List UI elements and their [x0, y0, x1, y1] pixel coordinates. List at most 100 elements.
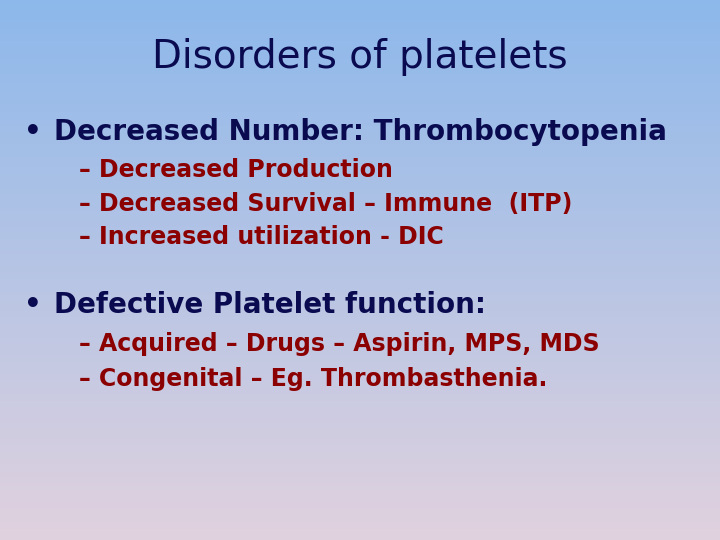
Bar	[0, 4, 720, 5]
Bar	[0, 162, 720, 164]
Bar	[0, 146, 720, 147]
Bar	[0, 34, 720, 36]
Bar	[0, 387, 720, 389]
Bar	[0, 43, 720, 45]
Bar	[0, 241, 720, 243]
Bar	[0, 104, 720, 106]
Bar	[0, 263, 720, 265]
Bar	[0, 92, 720, 93]
Bar	[0, 209, 720, 211]
Bar	[0, 270, 720, 272]
Bar	[0, 139, 720, 140]
Bar	[0, 535, 720, 536]
Bar	[0, 448, 720, 450]
Bar	[0, 376, 720, 378]
Bar	[0, 135, 720, 137]
Bar	[0, 29, 720, 31]
Bar	[0, 326, 720, 328]
Bar	[0, 524, 720, 525]
Text: – Increased utilization - DIC: – Increased utilization - DIC	[79, 225, 444, 249]
Bar	[0, 454, 720, 455]
Bar	[0, 83, 720, 85]
Bar	[0, 437, 720, 439]
Bar	[0, 331, 720, 333]
Bar	[0, 32, 720, 34]
Bar	[0, 164, 720, 166]
Bar	[0, 329, 720, 331]
Bar	[0, 486, 720, 488]
Bar	[0, 99, 720, 101]
Bar	[0, 54, 720, 56]
Bar	[0, 366, 720, 367]
Bar	[0, 339, 720, 340]
Bar	[0, 76, 720, 77]
Bar	[0, 412, 720, 414]
Bar	[0, 380, 720, 382]
Bar	[0, 400, 720, 401]
Bar	[0, 443, 720, 444]
Bar	[0, 2, 720, 4]
Bar	[0, 131, 720, 133]
Bar	[0, 417, 720, 420]
Bar	[0, 538, 720, 540]
Bar	[0, 520, 720, 522]
Bar	[0, 410, 720, 412]
Bar	[0, 227, 720, 228]
Bar	[0, 533, 720, 535]
Bar	[0, 66, 720, 69]
Bar	[0, 234, 720, 236]
Bar	[0, 385, 720, 387]
Bar	[0, 137, 720, 139]
Bar	[0, 151, 720, 153]
Bar	[0, 529, 720, 531]
Bar	[0, 378, 720, 380]
Text: •: •	[24, 291, 41, 319]
Bar	[0, 383, 720, 385]
Bar	[0, 201, 720, 204]
Bar	[0, 414, 720, 416]
Bar	[0, 444, 720, 447]
Bar	[0, 211, 720, 212]
Bar	[0, 292, 720, 293]
Bar	[0, 236, 720, 238]
Bar	[0, 299, 720, 301]
Bar	[0, 394, 720, 396]
Bar	[0, 525, 720, 528]
Bar	[0, 495, 720, 497]
Bar	[0, 250, 720, 252]
Bar	[0, 200, 720, 201]
Bar	[0, 518, 720, 520]
Bar	[0, 428, 720, 430]
Bar	[0, 351, 720, 353]
Bar	[0, 85, 720, 86]
Bar	[0, 455, 720, 457]
Bar	[0, 42, 720, 43]
Bar	[0, 272, 720, 274]
Bar	[0, 0, 720, 2]
Bar	[0, 196, 720, 198]
Bar	[0, 158, 720, 160]
Bar	[0, 358, 720, 360]
Bar	[0, 281, 720, 282]
Bar	[0, 344, 720, 346]
Bar	[0, 268, 720, 270]
Bar	[0, 328, 720, 329]
Bar	[0, 322, 720, 324]
Bar	[0, 58, 720, 59]
Bar	[0, 405, 720, 407]
Bar	[0, 59, 720, 61]
Bar	[0, 106, 720, 108]
Bar	[0, 464, 720, 466]
Bar	[0, 49, 720, 50]
Bar	[0, 360, 720, 362]
Bar	[0, 93, 720, 96]
Bar	[0, 23, 720, 25]
Bar	[0, 295, 720, 297]
Bar	[0, 12, 720, 15]
Text: – Congenital – Eg. Thrombasthenia.: – Congenital – Eg. Thrombasthenia.	[79, 367, 548, 391]
Bar	[0, 308, 720, 309]
Bar	[0, 174, 720, 177]
Bar	[0, 367, 720, 369]
Bar	[0, 474, 720, 475]
Bar	[0, 259, 720, 261]
